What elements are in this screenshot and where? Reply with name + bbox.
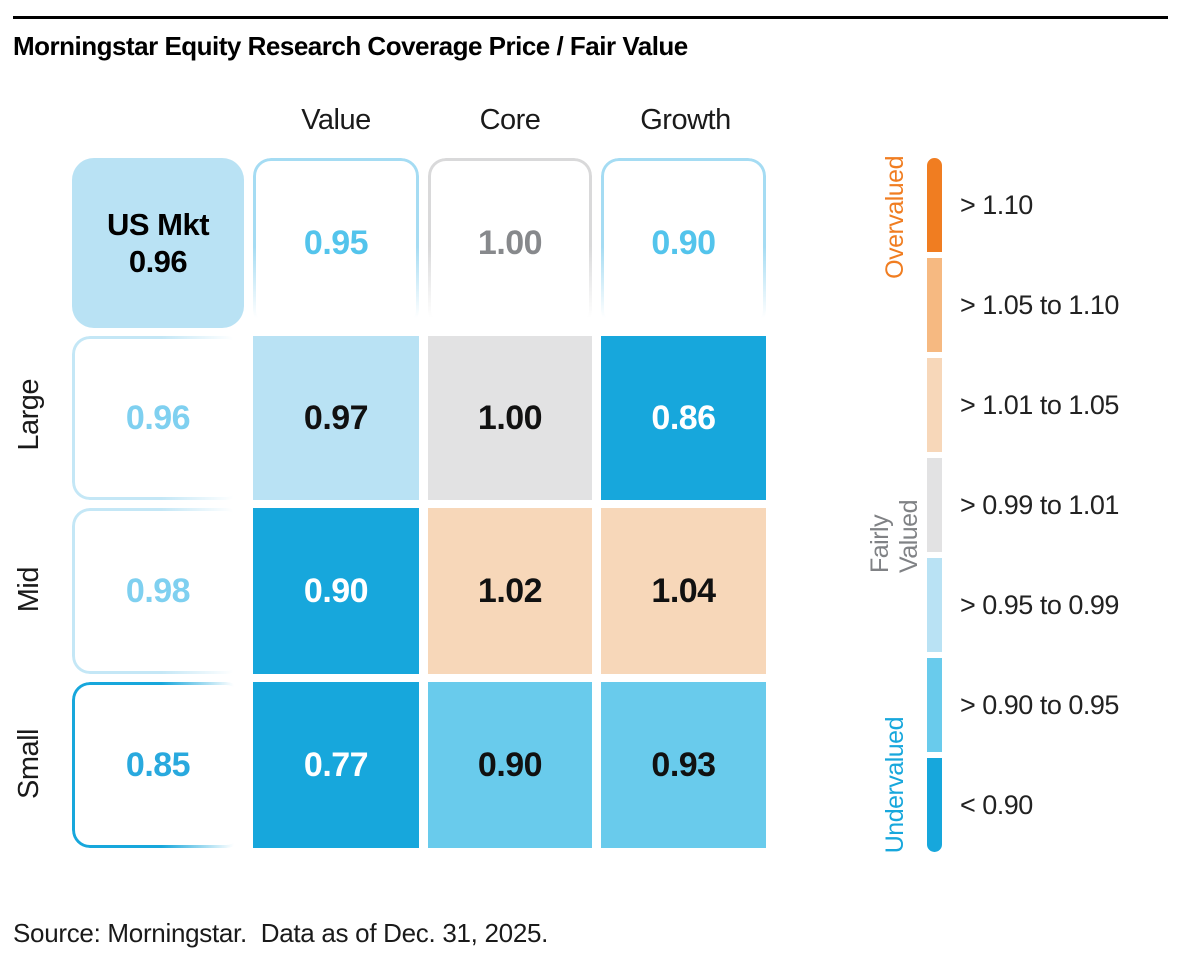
legend-swatch-90-95: [927, 658, 942, 752]
legend-group-overvalued-text: Overvalued: [880, 155, 909, 279]
cell-small-value: 0.77: [253, 682, 419, 848]
legend: > 1.10 > 1.05 to 1.10 > 1.01 to 1.05 > 0…: [866, 156, 1180, 858]
legend-label-105-110: > 1.05 to 1.10: [960, 289, 1119, 320]
legend-group-undervalued-text: Undervalued: [880, 717, 909, 854]
legend-label-095-099: > 0.95 to 0.99: [960, 589, 1119, 620]
cell-mid-growth: 1.04: [601, 508, 766, 674]
cell-summary-value-column: 0.95: [253, 158, 419, 328]
legend-color-bar: [927, 158, 942, 852]
legend-swatch-fairly-valued: [927, 458, 942, 552]
cell-large-core: 1.00: [428, 336, 592, 500]
legend-label-090-095: > 0.90 to 0.95: [960, 689, 1119, 720]
cell-mid-core: 1.02: [428, 508, 592, 674]
cell-summary-core-column: 1.00: [428, 158, 592, 328]
column-header-growth: Growth: [640, 104, 731, 136]
us-market-value: 0.96: [128, 244, 188, 279]
cell-us-market: US Mkt 0.96: [72, 158, 244, 328]
row-label-mid-text: Mid: [12, 567, 45, 613]
valuation-grid: US Mkt 0.96 0.95 1.00 0.90 0.96 0.97 1.0…: [72, 158, 766, 848]
legend-group-overvalued: Overvalued: [875, 155, 915, 279]
legend-swatch-95-99: [927, 558, 942, 652]
legend-bin-labels: > 1.10 > 1.05 to 1.10 > 1.01 to 1.05 > 0…: [960, 158, 1119, 852]
row-label-small-text: Small: [12, 728, 45, 799]
row-label-large-text: Large: [12, 379, 45, 451]
us-market-label: US Mkt: [106, 206, 210, 242]
row-label-mid: Mid: [8, 507, 50, 673]
row-label-large: Large: [8, 333, 50, 497]
cell-summary-small-row: 0.85: [72, 682, 244, 848]
legend-group-undervalued: Undervalued: [875, 717, 915, 854]
legend-group-fairly-valued: Fairly Valued: [866, 443, 923, 573]
cell-summary-growth-column: 0.90: [601, 158, 766, 328]
cell-small-growth: 0.93: [601, 682, 766, 848]
top-rule: [13, 16, 1168, 19]
column-header-value: Value: [301, 104, 371, 136]
cell-summary-mid-row: 0.98: [72, 508, 244, 674]
cell-large-value: 0.97: [253, 336, 419, 500]
legend-label-099-101: > 0.99 to 1.01: [960, 489, 1119, 520]
legend-group-fairly-valued-text: Fairly Valued: [866, 500, 923, 573]
cell-summary-large-row: 0.96: [72, 336, 244, 500]
legend-swatch-105-110: [927, 258, 942, 352]
source-note: Source: Morningstar. Data as of Dec. 31,…: [13, 918, 549, 948]
legend-swatch-overvalued-110: [927, 158, 942, 252]
column-header-core: Core: [479, 104, 541, 136]
page-title: Morningstar Equity Research Coverage Pri…: [13, 31, 688, 61]
legend-swatch-undervalued-90: [927, 758, 942, 852]
cell-mid-value: 0.90: [253, 508, 419, 674]
row-label-small: Small: [8, 681, 50, 847]
legend-label-101-105: > 1.01 to 1.05: [960, 389, 1119, 420]
legend-label-gt-110: > 1.10: [960, 189, 1033, 220]
legend-label-lt-090: < 0.90: [960, 789, 1033, 820]
cell-large-growth: 0.86: [601, 336, 766, 500]
cell-small-core: 0.90: [428, 682, 592, 848]
legend-swatch-101-105: [927, 358, 942, 452]
